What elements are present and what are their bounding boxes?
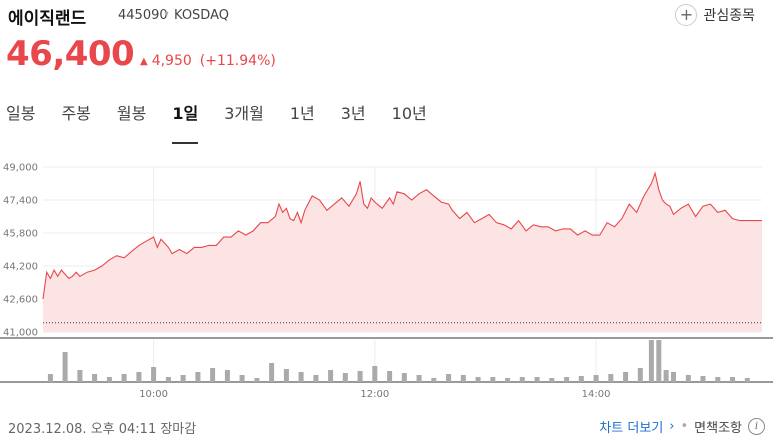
volume-bar <box>92 374 98 382</box>
y-tick-label: 41,000 <box>3 328 38 339</box>
volume-bar <box>549 378 555 382</box>
volume-bar <box>121 374 127 382</box>
volume-bar <box>283 369 289 382</box>
volume-bar <box>298 372 304 382</box>
period-tabs: 일봉 주봉 월봉 1일 3개월 1년 3년 10년 <box>6 100 453 144</box>
footer-actions: 차트 더보기 › • 면책조항 i <box>599 417 765 436</box>
volume-bar <box>62 352 68 382</box>
volume-bar <box>77 370 83 382</box>
volume-bar <box>593 375 599 382</box>
x-tick-label: 10:00 <box>139 389 168 400</box>
volume-bar <box>663 370 669 382</box>
x-tick-label: 14:00 <box>582 389 611 400</box>
volume-bar <box>239 375 245 382</box>
y-tick-label: 44,200 <box>3 262 38 273</box>
y-tick-label: 42,600 <box>3 295 38 306</box>
volume-bar <box>564 377 570 382</box>
volume-bar <box>490 377 496 382</box>
volume-bar <box>254 378 260 382</box>
tab-3year[interactable]: 3년 <box>340 104 366 123</box>
tab-daily[interactable]: 일봉 <box>6 104 36 123</box>
x-tick-label: 12:00 <box>360 389 389 400</box>
up-arrow-icon: ▲ <box>140 55 148 67</box>
y-tick-label: 49,000 <box>3 163 38 174</box>
volume-bar <box>608 374 614 382</box>
volume-bar <box>578 376 584 382</box>
volume-bar <box>637 368 643 382</box>
tab-10year[interactable]: 10년 <box>391 104 427 123</box>
volume-bar <box>47 374 53 382</box>
header-separator: • <box>163 7 171 21</box>
market-label: KOSDAQ <box>174 8 229 23</box>
volume-bar <box>372 366 378 382</box>
volume-bar <box>106 377 112 382</box>
chevron-right-icon: › <box>669 419 675 434</box>
tab-3month[interactable]: 3개월 <box>224 104 264 123</box>
y-tick-label: 45,800 <box>3 229 38 240</box>
volume-bar <box>623 372 629 382</box>
volume-bar <box>151 367 157 382</box>
volume-bar <box>431 378 437 382</box>
volume-bar <box>460 375 466 382</box>
volume-bar <box>648 340 654 382</box>
market-close-timestamp: 2023.12.08. 오후 04:11 장마감 <box>8 422 197 437</box>
volume-bar <box>715 377 721 382</box>
volume-bar <box>342 373 348 382</box>
tab-1year[interactable]: 1년 <box>289 104 315 123</box>
volume-bar <box>387 371 393 382</box>
intraday-chart[interactable]: 41,000 42,600 44,200 45,800 47,400 49,000 10:0… <box>0 150 773 408</box>
y-tick-label: 47,400 <box>3 196 38 207</box>
volume-bar <box>656 340 662 382</box>
volume-bar <box>328 370 334 382</box>
volume-bar <box>195 372 201 382</box>
volume-bar <box>269 363 275 382</box>
plus-icon: + <box>675 4 698 26</box>
info-icon[interactable]: i <box>748 418 765 435</box>
volume-bar <box>224 370 230 382</box>
price-change: ▲ 4,950 (+11.94%) <box>140 53 276 69</box>
stock-code: 445090 <box>118 8 168 23</box>
volume-bar <box>685 375 691 382</box>
volume-bar <box>401 373 407 382</box>
volume-bar <box>744 378 750 382</box>
volume-bar <box>730 377 735 382</box>
volume-bar <box>671 372 676 382</box>
price-area <box>43 173 762 332</box>
add-favorite-button[interactable]: + 관심종목 <box>675 4 755 26</box>
chart-more-link[interactable]: 차트 더보기 <box>599 421 664 436</box>
tab-weekly[interactable]: 주봉 <box>61 104 91 123</box>
volume-bar <box>180 375 186 382</box>
current-price: 46,400 <box>6 34 135 74</box>
volume-bar <box>313 375 319 382</box>
volume-bar <box>519 377 525 382</box>
volume-bar <box>505 378 511 382</box>
volume-bar <box>475 377 481 382</box>
stock-name: 에이직랜드 <box>8 9 87 29</box>
volume-bar <box>700 376 706 382</box>
footer-separator: • <box>680 419 689 434</box>
tab-1day[interactable]: 1일 <box>172 100 198 144</box>
price-line <box>42 171 762 300</box>
tab-monthly[interactable]: 월봉 <box>116 104 147 123</box>
volume-bar <box>357 371 363 382</box>
volume-bar <box>534 377 540 382</box>
volume-bar <box>165 377 171 382</box>
volume-bar <box>210 368 216 382</box>
change-percent: (+11.94%) <box>199 53 276 69</box>
change-amount: 4,950 <box>151 53 192 69</box>
favorite-label: 관심종목 <box>703 8 755 24</box>
disclaimer-link[interactable]: 면책조항 <box>694 421 742 436</box>
volume-bar <box>136 372 142 382</box>
volume-bar <box>446 374 452 382</box>
volume-bar <box>416 375 422 382</box>
